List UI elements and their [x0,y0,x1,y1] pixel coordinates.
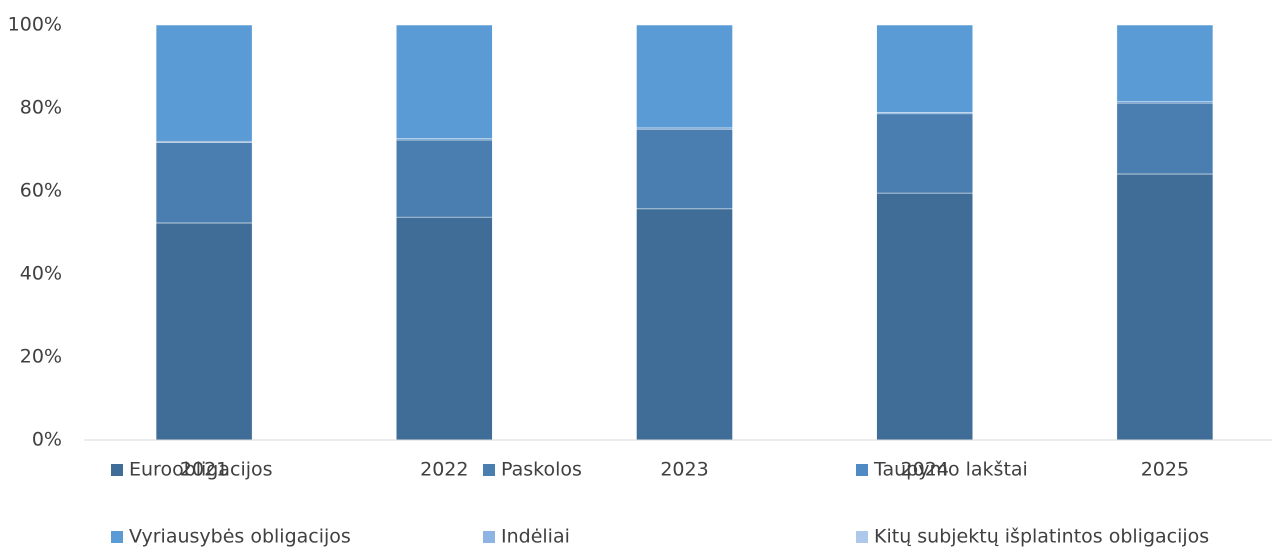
legend-swatch [483,464,495,476]
bar-segment [155,142,253,224]
y-tick-label: 60% [20,180,62,202]
bar-segment [396,216,493,441]
bar-segment [1116,173,1214,441]
y-tick-label: 80% [20,97,62,119]
y-tick-label: 20% [20,346,62,368]
legend-swatch [483,531,495,543]
x-tick-label: 2023 [660,459,708,481]
legend-label: Kitų subjektų išplatintos obligacijos [874,526,1209,548]
legend-label: Paskolos [501,459,582,481]
bar-segment [1116,102,1214,175]
x-tick-label: 2021 [180,459,228,481]
bar-segment [876,24,973,113]
legend-label: Taupymo lakštai [873,459,1028,481]
y-tick-label: 100% [8,14,62,36]
legend-swatch [111,464,123,476]
legend-swatch [111,531,123,543]
bar-segment [876,192,973,441]
legend-label: Euroobligacijos [129,459,273,481]
legend-swatch [856,531,868,543]
y-tick-label: 40% [20,263,62,285]
bar-segment [155,222,253,441]
legend-label: Indėliai [501,526,570,548]
x-tick-label: 2022 [420,459,468,481]
bar-segment [396,24,493,139]
bar-segment [636,128,733,210]
bar-segment [876,113,973,194]
legend-swatch [856,464,868,476]
bar-segment [636,208,733,441]
legend-label: Vyriausybės obligacijos [129,526,351,548]
bar-segment [396,139,493,218]
bar-segment [155,24,253,142]
x-tick-label: 2025 [1141,459,1189,481]
y-tick-label: 0% [32,429,62,451]
bar-segment [636,24,733,129]
bar-segment [1116,24,1214,103]
x-tick-label: 2024 [901,459,949,481]
